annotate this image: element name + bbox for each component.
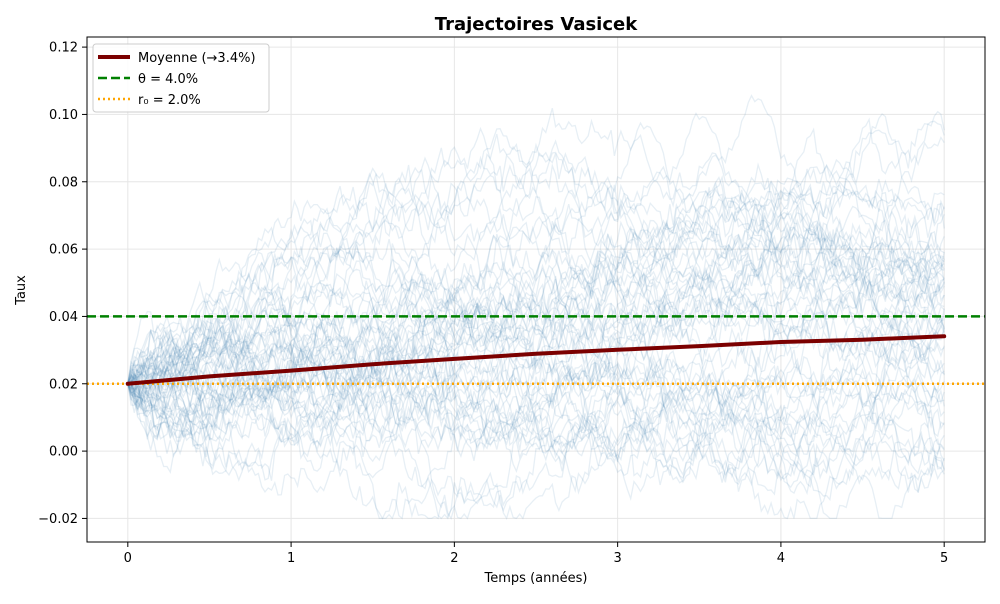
sample-path-4: [127, 162, 945, 448]
x-tick-label-1: 1: [287, 551, 295, 566]
sample-path-44: [127, 182, 945, 405]
x-axis-label: Temps (années): [484, 571, 588, 586]
legend-label-theta: θ = 4.0%: [138, 72, 198, 87]
sample-path-50: [127, 383, 945, 520]
sample-path-33: [127, 112, 945, 394]
sample-path-58: [127, 186, 945, 397]
sample-path-45: [127, 234, 945, 431]
sample-path-6: [127, 158, 945, 402]
mean-line: [125, 334, 947, 386]
sample-path-1: [127, 281, 945, 451]
sample-path-47: [127, 246, 945, 426]
sample-path-13: [127, 329, 945, 462]
y-tick-label-7: 0.12: [49, 41, 78, 56]
y-axis-label: Taux: [14, 275, 29, 306]
sample-path-57: [127, 268, 945, 385]
grid: [87, 37, 985, 542]
sample-path-19: [127, 311, 945, 520]
sample-path-32: [127, 117, 945, 399]
sample-path-25: [127, 187, 945, 388]
sample-path-12: [127, 94, 945, 386]
legend-box: [92, 43, 270, 113]
x-tick-label-5: 5: [940, 551, 948, 566]
sample-path-15: [127, 304, 945, 471]
sample-path-55: [127, 310, 945, 493]
x-tick-label-2: 2: [450, 551, 458, 566]
y-tick-label-2: 0.02: [49, 377, 78, 392]
sample-path-20: [127, 240, 945, 416]
y-tick-label-1: 0.00: [49, 445, 78, 460]
y-tick-label-6: 0.10: [49, 108, 78, 123]
sample-path-51: [127, 280, 945, 470]
legend: Moyenne (→3.4%) θ = 4.0% r₀ = 2.0%: [92, 43, 270, 113]
y-tick-label-4: 0.06: [49, 243, 78, 258]
chart-title: Trajectoires Vasicek: [435, 14, 638, 35]
sample-path-39: [127, 128, 945, 385]
x-axis-ticks: 0 1 2 3 4 5: [124, 542, 948, 566]
sample-path-31: [127, 300, 945, 481]
y-tick-label-3: 0.04: [49, 310, 78, 325]
sample-path-22: [127, 278, 945, 521]
sample-path-26: [127, 241, 945, 424]
sample-path-53: [127, 127, 945, 395]
sample-path-30: [127, 272, 945, 467]
x-tick-label-4: 4: [777, 551, 785, 566]
sample-path-7: [127, 267, 945, 434]
sample-paths: [127, 94, 945, 521]
sample-path-18: [127, 151, 945, 438]
sample-path-29: [127, 338, 945, 509]
sample-path-52: [127, 273, 945, 441]
sample-path-54: [127, 121, 945, 397]
sample-path-27: [127, 110, 945, 429]
mean-series: [125, 334, 947, 386]
sample-path-35: [127, 369, 945, 487]
sample-path-56: [127, 355, 945, 481]
sample-path-16: [127, 192, 945, 441]
sample-path-28: [127, 221, 945, 472]
sample-path-11: [127, 252, 945, 480]
y-tick-label-5: 0.08: [49, 175, 78, 190]
sample-path-46: [127, 194, 945, 406]
plot-area-frame: [86, 36, 986, 543]
sample-path-10: [127, 154, 945, 420]
sample-path-9: [127, 212, 945, 434]
reference-lines: [87, 315, 985, 386]
sample-path-3: [127, 139, 945, 455]
sample-path-36: [127, 293, 945, 440]
sample-path-48: [127, 113, 945, 412]
sample-path-40: [127, 297, 945, 520]
x-tick-label-3: 3: [613, 551, 621, 566]
sample-path-41: [127, 238, 945, 408]
x-tick-label-0: 0: [124, 551, 132, 566]
sample-path-24: [127, 264, 945, 481]
y-tick-label-0: −0.02: [38, 512, 78, 527]
legend-label-r0: r₀ = 2.0%: [138, 93, 201, 108]
legend-label-mean: Moyenne (→3.4%): [138, 51, 256, 66]
sample-path-14: [127, 358, 945, 496]
sample-path-8: [127, 311, 945, 489]
sample-path-0: [127, 218, 945, 451]
sample-path-5: [127, 345, 945, 520]
y-axis-ticks: −0.02 0.00 0.02 0.04 0.06 0.08 0.10 0.12: [38, 41, 87, 527]
sample-path-43: [127, 278, 945, 521]
sample-path-23: [127, 181, 945, 417]
